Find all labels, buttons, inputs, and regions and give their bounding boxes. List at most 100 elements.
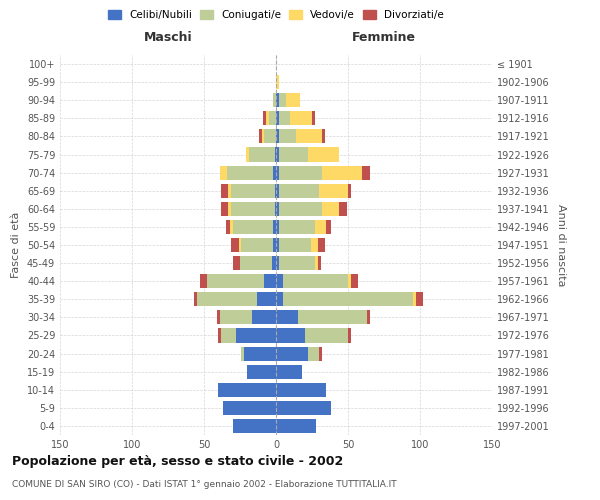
Bar [232, 202, 275, 216]
Bar [241, 238, 273, 252]
Bar [276, 238, 279, 252]
Bar [318, 256, 320, 270]
Bar [226, 220, 230, 234]
Bar [273, 93, 276, 108]
Bar [232, 238, 239, 252]
Bar [276, 382, 326, 397]
Bar [322, 130, 325, 143]
Text: Maschi: Maschi [143, 31, 193, 44]
Text: Femmine: Femmine [352, 31, 416, 44]
Bar [276, 93, 279, 108]
Bar [194, 292, 197, 306]
Bar [273, 166, 276, 179]
Text: COMUNE DI SAN SIRO (CO) - Dati ISTAT 1° gennaio 2002 - Elaborazione TUTTITALIA.I: COMUNE DI SAN SIRO (CO) - Dati ISTAT 1° … [12, 480, 397, 489]
Bar [232, 184, 275, 198]
Bar [315, 220, 326, 234]
Bar [200, 274, 207, 288]
Bar [246, 148, 248, 162]
Bar [279, 184, 319, 198]
Bar [259, 130, 262, 143]
Bar [351, 274, 358, 288]
Bar [276, 256, 279, 270]
Bar [276, 419, 316, 433]
Bar [275, 148, 276, 162]
Legend: Celibi/Nubili, Coniugati/e, Vedovi/e, Divorziati/e: Celibi/Nubili, Coniugati/e, Vedovi/e, Di… [108, 10, 444, 20]
Bar [275, 184, 276, 198]
Bar [276, 274, 283, 288]
Bar [240, 256, 272, 270]
Bar [279, 93, 286, 108]
Bar [248, 148, 275, 162]
Bar [275, 202, 276, 216]
Bar [319, 346, 322, 360]
Bar [279, 148, 308, 162]
Bar [279, 238, 311, 252]
Bar [296, 130, 322, 143]
Bar [230, 220, 233, 234]
Bar [322, 166, 362, 179]
Bar [276, 202, 279, 216]
Bar [340, 202, 347, 216]
Bar [276, 184, 279, 198]
Bar [220, 310, 251, 324]
Bar [276, 148, 279, 162]
Bar [262, 130, 265, 143]
Bar [207, 274, 265, 288]
Bar [236, 328, 276, 342]
Bar [348, 184, 351, 198]
Bar [276, 310, 298, 324]
Bar [348, 274, 351, 288]
Bar [217, 310, 220, 324]
Bar [266, 112, 269, 126]
Bar [227, 166, 273, 179]
Bar [273, 238, 276, 252]
Bar [308, 148, 340, 162]
Bar [322, 202, 340, 216]
Bar [276, 401, 331, 415]
Bar [279, 112, 290, 126]
Bar [241, 346, 244, 360]
Bar [367, 310, 370, 324]
Bar [221, 202, 229, 216]
Bar [276, 364, 302, 378]
Bar [218, 328, 221, 342]
Bar [263, 112, 266, 126]
Bar [348, 328, 351, 342]
Bar [218, 382, 276, 397]
Bar [276, 220, 279, 234]
Bar [244, 346, 276, 360]
Bar [308, 346, 319, 360]
Bar [305, 328, 348, 342]
Bar [221, 184, 229, 198]
Bar [197, 292, 257, 306]
Bar [298, 310, 367, 324]
Bar [312, 112, 315, 126]
Bar [319, 184, 348, 198]
Bar [265, 130, 276, 143]
Bar [315, 256, 318, 270]
Bar [272, 256, 276, 270]
Bar [318, 238, 325, 252]
Bar [221, 328, 236, 342]
Bar [283, 274, 348, 288]
Bar [276, 166, 279, 179]
Bar [229, 202, 232, 216]
Bar [223, 401, 276, 415]
Y-axis label: Anni di nascita: Anni di nascita [556, 204, 566, 286]
Bar [276, 346, 308, 360]
Bar [251, 310, 276, 324]
Bar [413, 292, 416, 306]
Bar [257, 292, 276, 306]
Bar [247, 364, 276, 378]
Bar [279, 220, 315, 234]
Bar [276, 130, 279, 143]
Bar [233, 256, 240, 270]
Bar [286, 93, 301, 108]
Bar [290, 112, 312, 126]
Bar [283, 292, 413, 306]
Y-axis label: Fasce di età: Fasce di età [11, 212, 21, 278]
Bar [279, 256, 315, 270]
Bar [362, 166, 370, 179]
Bar [273, 220, 276, 234]
Bar [279, 202, 322, 216]
